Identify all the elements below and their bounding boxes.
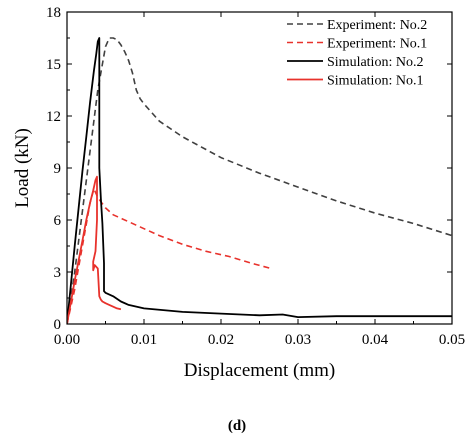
x-tick-label: 0.00 [54, 332, 80, 348]
y-tick-label: 6 [54, 213, 62, 229]
series-line-3 [67, 37, 452, 324]
x-tick-label: 0.02 [208, 332, 234, 348]
legend: Experiment: No.2 Experiment: No.1 Simulati… [287, 18, 427, 89]
x-tick-label: 0.03 [285, 332, 311, 348]
axes: 0.00 0.01 0.02 0.03 0.04 0.05 0 3 6 9 12 15 18 [46, 5, 465, 348]
load-displacement-chart: 0.00 0.01 0.02 0.03 0.04 0.05 0 3 6 9 12 15 18 Exper… [12, 5, 465, 381]
x-tick-label: 0.01 [131, 332, 157, 348]
legend-label-1: Experiment: No.2 [327, 18, 427, 33]
legend-label-3: Simulation: No.2 [327, 55, 423, 70]
y-tick-label: 15 [46, 57, 61, 73]
y-tick-label: 3 [54, 265, 62, 281]
series-line-1 [67, 37, 452, 324]
y-tick-label: 9 [54, 161, 62, 177]
y-tick-label: 0 [54, 317, 62, 333]
x-tick-label: 0.04 [362, 332, 389, 348]
legend-label-2: Experiment: No.1 [327, 37, 427, 52]
y-tick-label: 12 [46, 109, 61, 125]
x-tick-label: 0.05 [439, 332, 465, 348]
y-tick-label: 18 [46, 5, 61, 21]
y-axis-title: Load (kN) [12, 128, 33, 208]
x-axis-title: Displacement (mm) [184, 360, 335, 381]
legend-label-4: Simulation: No.1 [327, 74, 423, 89]
figure-caption: (d) [227, 418, 247, 434]
series-line-4 [67, 175, 122, 324]
